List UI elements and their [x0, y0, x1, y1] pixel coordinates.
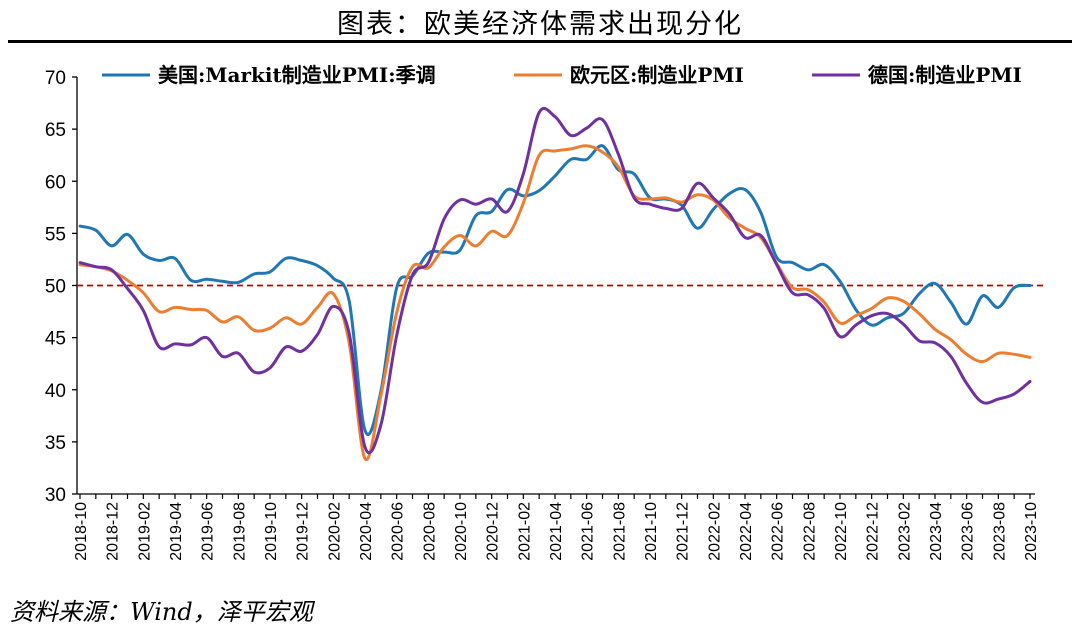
x-tick-label: 2021-04 — [548, 502, 565, 561]
title-underline — [8, 40, 1072, 43]
series-line-germany — [78, 107, 1032, 455]
series-line-eurozone — [78, 144, 1032, 462]
y-tick-label: 50 — [45, 277, 66, 298]
x-tick-label: 2019-02 — [136, 502, 153, 561]
y-tick-label: 40 — [45, 381, 66, 402]
legend-item-us-label: 美国:Markit制造业PMI:季调 — [158, 63, 436, 87]
x-tick-label: 2021-12 — [675, 502, 692, 561]
x-tick-label: 2018-10 — [73, 502, 90, 561]
y-tick-label: 65 — [45, 120, 66, 141]
x-tick-label: 2019-08 — [231, 502, 248, 561]
x-tick-label: 2019-06 — [200, 502, 217, 561]
x-tick-label: 2020-04 — [358, 502, 375, 561]
x-tick-label: 2021-08 — [611, 502, 628, 561]
y-axis: 30 35 40 45 50 55 60 65 70 — [45, 68, 78, 506]
x-tick-label: 2018-12 — [105, 502, 122, 561]
x-tick-label: 2022-02 — [706, 502, 723, 561]
x-tick-label: 2023-02 — [896, 502, 913, 561]
x-tick-label: 2023-10 — [1023, 502, 1040, 561]
line-chart: 30 35 40 45 50 55 60 65 70 2018-10 2018-12 2019-02… — [45, 63, 1047, 561]
series-line-us — [78, 144, 1032, 436]
legend: 美国:Markit制造业PMI:季调 欧元区:制造业PMI 德国:制造业PMI — [102, 63, 1022, 87]
x-tick-label: 2019-04 — [168, 502, 185, 561]
x-tick-label: 2022-10 — [833, 502, 850, 561]
series-lines — [78, 107, 1032, 462]
x-tick-label: 2020-02 — [326, 502, 343, 561]
chart-title: 图表：欧美经济体需求出现分化 — [337, 9, 743, 40]
x-tick-label: 2019-12 — [295, 502, 312, 561]
x-tick-label: 2023-06 — [960, 502, 977, 561]
x-tick-label: 2023-08 — [991, 502, 1008, 561]
x-axis: 2018-10 2018-12 2019-02 2019-04 2019-06 2019-… — [73, 493, 1040, 561]
y-tick-label: 60 — [45, 172, 66, 193]
x-tick-label: 2022-04 — [738, 502, 755, 561]
x-tick-label: 2022-08 — [801, 502, 818, 561]
x-tick-label: 2023-04 — [928, 502, 945, 561]
y-tick-label: 30 — [45, 485, 66, 506]
x-tick-label: 2020-10 — [453, 502, 470, 561]
source-note: 资料来源：Wind，泽平宏观 — [10, 598, 313, 626]
x-tick-label: 2021-02 — [516, 502, 533, 561]
x-tick-label: 2022-06 — [770, 502, 787, 561]
x-tick-label: 2019-10 — [263, 502, 280, 561]
y-tick-label: 45 — [45, 329, 66, 350]
y-tick-label: 35 — [45, 433, 66, 454]
legend-item-germany-label: 德国:制造业PMI — [868, 63, 1022, 87]
x-tick-label: 2020-12 — [485, 502, 502, 561]
x-tick-label: 2021-10 — [643, 502, 660, 561]
x-tick-label: 2020-08 — [421, 502, 438, 561]
y-tick-label: 70 — [45, 68, 66, 89]
x-tick-label: 2021-06 — [580, 502, 597, 561]
x-tick-label: 2022-12 — [865, 502, 882, 561]
y-tick-label: 55 — [45, 224, 66, 245]
legend-item-eurozone-label: 欧元区:制造业PMI — [570, 63, 744, 87]
x-tick-label: 2020-06 — [390, 502, 407, 561]
